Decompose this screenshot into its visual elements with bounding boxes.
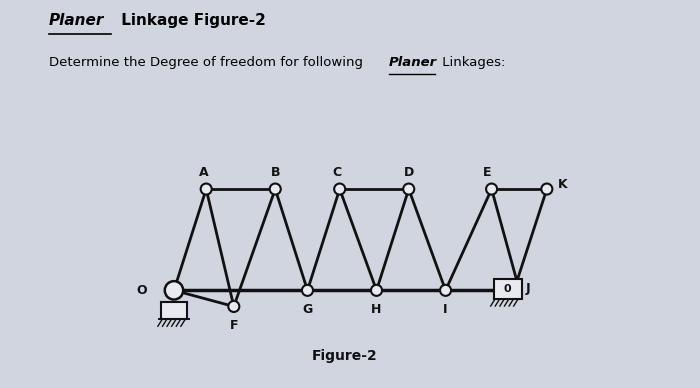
Text: F: F	[230, 319, 238, 333]
Circle shape	[228, 301, 239, 312]
Text: J: J	[525, 282, 530, 295]
Text: A: A	[199, 166, 209, 179]
Text: Planer: Planer	[389, 56, 438, 69]
Text: E: E	[483, 166, 491, 179]
Circle shape	[334, 184, 345, 195]
Bar	[161, 302, 187, 319]
Bar	[494, 279, 522, 299]
Text: Determine the Degree of freedom for following: Determine the Degree of freedom for foll…	[49, 56, 368, 69]
Circle shape	[440, 285, 451, 296]
Text: Planer: Planer	[49, 13, 104, 28]
Circle shape	[201, 184, 211, 195]
Circle shape	[486, 184, 497, 195]
Text: B: B	[270, 166, 280, 179]
Text: O: O	[136, 284, 147, 297]
Circle shape	[403, 184, 414, 195]
Circle shape	[270, 184, 281, 195]
Circle shape	[541, 184, 552, 195]
Text: H: H	[371, 303, 382, 316]
Circle shape	[164, 281, 183, 300]
Circle shape	[302, 285, 313, 296]
Circle shape	[371, 285, 382, 296]
Text: K: K	[559, 178, 568, 191]
Text: Figure-2: Figure-2	[312, 349, 377, 363]
Text: D: D	[404, 166, 414, 179]
Text: Linkage Figure-2: Linkage Figure-2	[116, 13, 265, 28]
Text: G: G	[302, 303, 313, 316]
Text: 0: 0	[504, 284, 512, 294]
Text: C: C	[332, 166, 342, 179]
Text: Linkages:: Linkages:	[438, 56, 505, 69]
Text: I: I	[443, 303, 448, 316]
